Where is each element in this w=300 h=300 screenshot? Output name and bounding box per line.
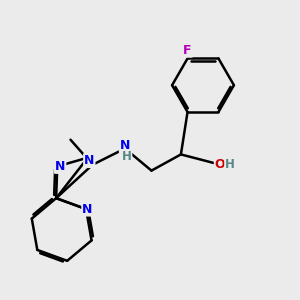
Text: N: N [120, 139, 130, 152]
Text: N: N [84, 154, 94, 167]
Text: H: H [122, 150, 131, 163]
Text: N: N [55, 160, 65, 173]
Text: N: N [82, 202, 93, 216]
Text: H: H [225, 158, 235, 171]
Text: O: O [215, 158, 225, 171]
Text: F: F [183, 44, 192, 57]
